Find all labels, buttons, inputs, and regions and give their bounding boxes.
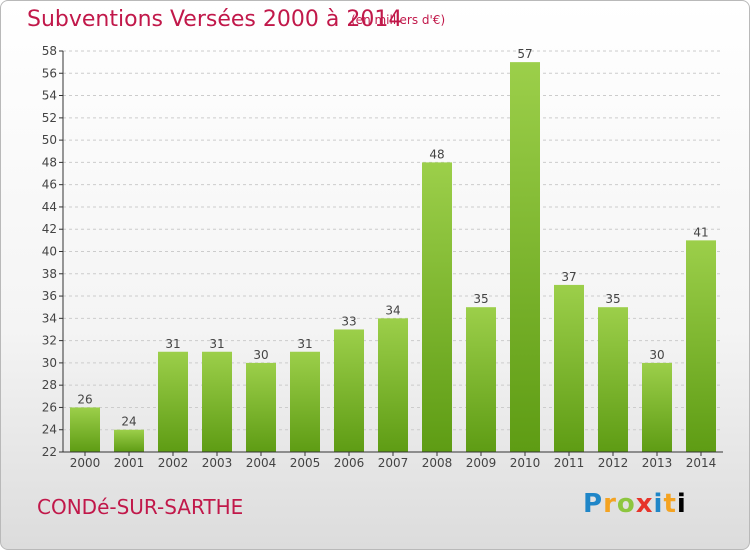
logo-letter: r: [603, 489, 617, 519]
bar-2012[interactable]: [598, 307, 628, 452]
y-tick-label: 34: [42, 311, 57, 325]
bar-value-label: 31: [165, 337, 180, 351]
y-tick-label: 40: [42, 245, 57, 259]
x-tick-label: 2011: [554, 456, 585, 470]
y-tick-label: 26: [42, 400, 57, 414]
logo-letter: x: [635, 489, 654, 519]
x-tick-label: 2005: [290, 456, 321, 470]
y-tick-label: 32: [42, 334, 57, 348]
bar-2004[interactable]: [246, 362, 276, 452]
bar-2009[interactable]: [466, 307, 496, 452]
y-tick-label: 38: [42, 267, 57, 281]
x-tick-label: 2003: [202, 456, 233, 470]
bar-value-label: 31: [297, 337, 312, 351]
logo-letter: i: [676, 489, 687, 519]
x-tick-label: 2014: [686, 456, 717, 470]
logo-letter: P: [583, 489, 604, 519]
y-tick-label: 54: [42, 89, 57, 103]
bar-value-label: 30: [649, 348, 664, 362]
bar-2010[interactable]: [510, 62, 540, 453]
x-tick-label: 2013: [642, 456, 673, 470]
y-tick-label: 22: [42, 445, 57, 459]
x-tick-label: 2000: [70, 456, 101, 470]
bar-2011[interactable]: [554, 284, 584, 452]
bar-2003[interactable]: [202, 351, 232, 452]
y-tick-label: 48: [42, 155, 57, 169]
bar-2000[interactable]: [70, 407, 100, 452]
bar-2008[interactable]: [422, 162, 452, 452]
y-tick-label: 44: [42, 200, 57, 214]
bar-value-label: 31: [209, 337, 224, 351]
bar-value-label: 37: [561, 270, 576, 284]
y-tick-label: 24: [42, 423, 57, 437]
x-tick-label: 2004: [246, 456, 277, 470]
bar-value-label: 30: [253, 348, 268, 362]
y-tick-label: 46: [42, 178, 57, 192]
x-tick-label: 2007: [378, 456, 409, 470]
proxiti-logo[interactable]: Proxiti: [583, 489, 687, 519]
y-tick-label: 36: [42, 289, 57, 303]
bar-value-label: 26: [77, 392, 92, 406]
bar-2002[interactable]: [158, 351, 188, 452]
bar-value-label: 48: [429, 147, 444, 161]
bar-value-label: 34: [385, 303, 400, 317]
bar-value-label: 33: [341, 314, 356, 328]
logo-letter: i: [653, 489, 664, 519]
bar-2006[interactable]: [334, 329, 364, 452]
x-tick-label: 2012: [598, 456, 629, 470]
x-tick-label: 2006: [334, 456, 365, 470]
bar-2014[interactable]: [686, 240, 716, 452]
y-tick-label: 58: [42, 44, 57, 58]
x-tick-label: 2001: [114, 456, 145, 470]
bar-2005[interactable]: [290, 351, 320, 452]
bar-2013[interactable]: [642, 362, 672, 452]
y-tick-label: 50: [42, 133, 57, 147]
bar-value-label: 24: [121, 415, 136, 429]
y-tick-label: 42: [42, 222, 57, 236]
x-tick-label: 2009: [466, 456, 497, 470]
y-tick-label: 52: [42, 111, 57, 125]
logo-letter: o: [616, 489, 636, 519]
x-tick-label: 2002: [158, 456, 189, 470]
y-tick-label: 28: [42, 378, 57, 392]
bar-value-label: 41: [693, 225, 708, 239]
bar-2007[interactable]: [378, 318, 408, 452]
x-tick-label: 2008: [422, 456, 453, 470]
bar-2001[interactable]: [114, 429, 144, 452]
chart-title: Subventions Versées 2000 à 2014: [27, 7, 403, 32]
y-tick-label: 30: [42, 356, 57, 370]
y-tick-label: 56: [42, 66, 57, 80]
location-name: CONDé-SUR-SARTHE: [37, 495, 244, 519]
bar-value-label: 35: [473, 292, 488, 306]
bar-value-label: 35: [605, 292, 620, 306]
logo-letter: t: [663, 489, 677, 519]
chart-subtitle: (en milliers d'€): [351, 13, 446, 27]
x-tick-label: 2010: [510, 456, 541, 470]
bar-value-label: 57: [517, 47, 532, 61]
